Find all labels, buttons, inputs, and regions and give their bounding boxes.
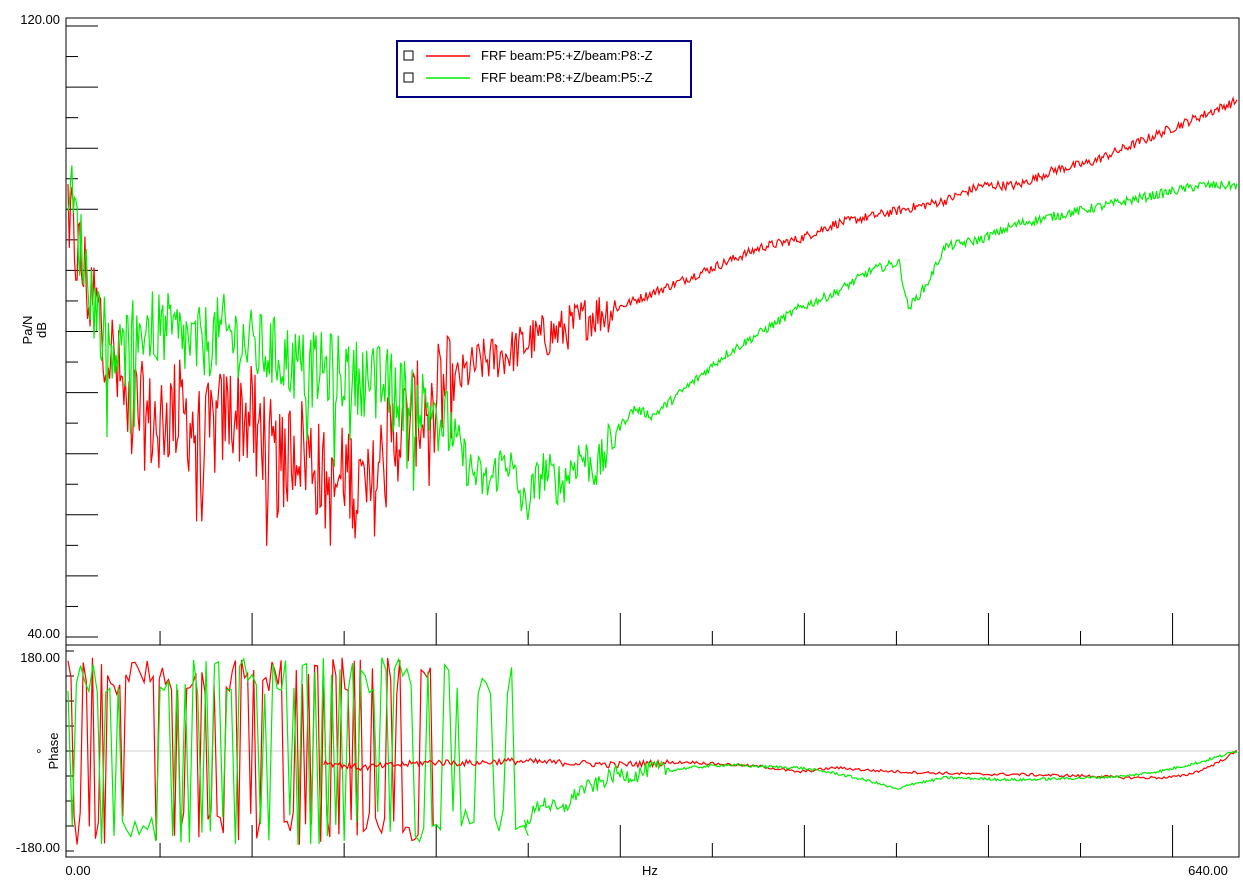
phase-wrap-1: [67, 657, 434, 845]
legend-label-1: FRF beam:P5:+Z/beam:P8:-Z: [481, 48, 653, 63]
phase-ytick-top: 180.00: [20, 650, 60, 665]
x-tick-start: 0.00: [65, 863, 90, 878]
phase-ylabel-top: Phase: [46, 733, 61, 770]
legend-checkbox-2[interactable]: [403, 72, 414, 83]
legend: FRF beam:P5:+Z/beam:P8:-Z FRF beam:P8:+Z…: [396, 40, 692, 98]
magnitude-plot-frame: [65, 17, 1240, 646]
phase-panel: 180.00 -180.00 Phase ° 0.00 640.00 Hz: [16, 644, 1240, 878]
magnitude-ylabel-top: Pa/N: [20, 316, 35, 345]
magnitude-line-2: [67, 165, 1238, 521]
magnitude-line-1: [67, 96, 1238, 546]
phase-ytick-bottom: -180.00: [16, 840, 60, 855]
magnitude-ytick-top: 120.00: [20, 12, 60, 27]
phase-ylabel-bottom: °: [34, 748, 49, 753]
x-tick-end: 640.00: [1188, 863, 1228, 878]
phase-x-ticks: [159, 825, 1174, 857]
magnitude-ylabel-bottom: dB: [34, 322, 49, 338]
phase-line-1: [323, 750, 1238, 780]
x-axis-label: Hz: [642, 863, 658, 878]
magnitude-panel: 120.00 40.00 Pa/N dB: [20, 12, 1240, 646]
phase-line-2: [524, 750, 1238, 828]
legend-label-2: FRF beam:P8:+Z/beam:P5:-Z: [481, 70, 653, 85]
magnitude-series: [67, 96, 1238, 546]
magnitude-y-ticks: [66, 25, 98, 638]
magnitude-x-ticks: [159, 613, 1174, 645]
magnitude-ytick-bottom: 40.00: [27, 626, 60, 641]
phase-series: [323, 750, 1238, 828]
legend-checkbox-1[interactable]: [403, 50, 414, 61]
legend-box: [396, 40, 692, 98]
